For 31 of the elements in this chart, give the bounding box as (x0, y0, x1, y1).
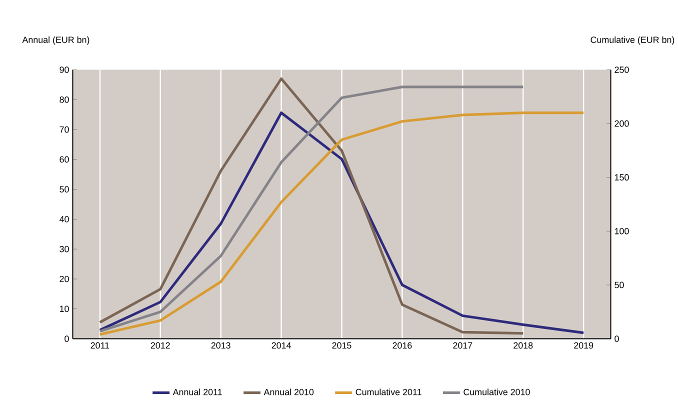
x-tick-label: 2019 (574, 342, 594, 349)
y2-tick-label: 200 (614, 120, 629, 127)
legend-label: Cumulative 2011 (356, 388, 422, 396)
y-tick-label: 80 (60, 96, 69, 104)
legend-label: Annual 2011 (172, 388, 222, 396)
x-tick-label: 2017 (453, 342, 472, 349)
x-tick-label: 2014 (272, 342, 291, 349)
y-tick-label: 10 (60, 306, 69, 312)
y2-tick-label: 0 (614, 336, 619, 342)
legend-label: Annual 2010 (264, 388, 314, 396)
x-tick-label: 2016 (392, 342, 412, 349)
y-tick-label: 30 (60, 246, 69, 253)
y2-axis-title: Cumulative (EUR bn) (590, 36, 674, 45)
y2-tick-label: 250 (614, 66, 629, 74)
y-tick-label: 20 (60, 276, 69, 282)
x-tick-label: 2011 (90, 342, 110, 349)
x-tick-label: 2012 (150, 342, 170, 349)
y2-tick-label: 50 (614, 282, 624, 288)
y2-tick-label: 100 (614, 228, 629, 235)
x-tick-label: 2018 (514, 342, 533, 349)
y-tick-label: 50 (60, 186, 69, 193)
y2-tick-label: 150 (614, 174, 629, 181)
y-tick-label: 70 (60, 126, 69, 133)
y-tick-label: 0 (64, 336, 69, 342)
y-tick-label: 40 (59, 216, 69, 223)
y-tick-label: 60 (60, 156, 69, 163)
x-tick-label: 2015 (332, 342, 352, 349)
y-tick-label: 90 (60, 66, 69, 74)
y-axis-title: Annual (EUR bn) (22, 36, 90, 45)
x-tick-label: 2013 (211, 342, 230, 349)
legend-label: Cumulative 2010 (464, 388, 530, 396)
